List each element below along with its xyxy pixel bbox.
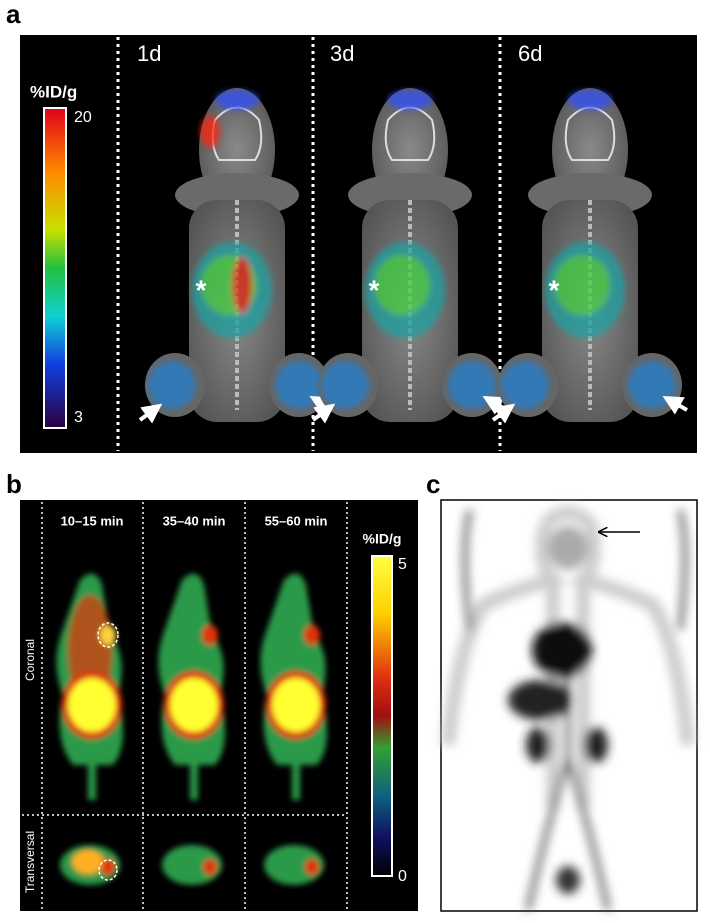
- time-label: 10–15 min: [61, 513, 124, 528]
- colorbar-title: %ID/g: [30, 82, 77, 101]
- pet-transversal: [60, 845, 120, 885]
- colorbar-title: %ID/g: [363, 531, 402, 547]
- kidney: [526, 727, 550, 763]
- slice: [162, 845, 222, 885]
- pet-blob: [321, 361, 369, 409]
- pet-blob: [148, 361, 196, 409]
- panel-label: b: [6, 469, 22, 499]
- colorbar: [371, 555, 393, 877]
- colorbar-min: 3: [74, 409, 83, 426]
- arrow: [138, 403, 163, 424]
- mouse-image: *: [491, 88, 688, 424]
- body-outline: [441, 505, 695, 810]
- pet-blob: [501, 361, 549, 409]
- asterisk: *: [549, 274, 560, 305]
- pet-transversal: [162, 845, 222, 885]
- pet-hotspot: [232, 257, 252, 313]
- roi: [98, 859, 118, 881]
- colorbar: [43, 107, 67, 429]
- pet-coronal: [158, 573, 225, 800]
- panel-label: a: [6, 0, 21, 29]
- time-label: 55–60 min: [265, 513, 328, 528]
- bladder: [68, 678, 116, 732]
- pet-blob: [568, 90, 612, 110]
- slice: [264, 845, 324, 885]
- pet-blob: [374, 255, 430, 315]
- tumor: [100, 625, 116, 645]
- asterisk: *: [369, 274, 380, 305]
- kidney: [584, 727, 608, 763]
- head: [548, 526, 588, 570]
- panel-label: c: [426, 469, 440, 499]
- panel-c: c: [426, 469, 698, 912]
- time-label: 3d: [330, 41, 354, 66]
- tumor: [202, 625, 218, 645]
- vessels: [462, 509, 688, 911]
- pet-signal: [148, 90, 323, 409]
- tumor: [203, 859, 217, 875]
- asterisk: *: [196, 274, 207, 305]
- liver: [508, 680, 572, 720]
- row-label: Transversal: [23, 831, 37, 893]
- tumor: [101, 859, 115, 875]
- arrow: [311, 403, 336, 424]
- panel-a: a %ID/g 20 3 * 1d * 3d * 6d: [6, 0, 697, 453]
- pet-transversal: [264, 845, 324, 885]
- mip-image: [441, 505, 695, 911]
- arrow: [662, 396, 688, 415]
- roi: [97, 622, 119, 648]
- pet-coronal: [260, 573, 327, 800]
- pet-hotspot: [200, 116, 220, 148]
- colorbar-min: 0: [398, 868, 407, 885]
- time-label: 6d: [518, 41, 542, 66]
- bladder: [556, 866, 580, 894]
- bladder: [170, 678, 218, 732]
- panel-b: b Coronal Transversal %ID/g 5 0 10–15 mi…: [6, 469, 418, 911]
- heart: [532, 622, 592, 678]
- arrow: [491, 403, 516, 424]
- pet-signal: [501, 90, 676, 409]
- pet-signal: [321, 90, 496, 409]
- pet-blob: [554, 255, 610, 315]
- time-label: 1d: [137, 41, 161, 66]
- uptake: [72, 850, 104, 874]
- pet-blob: [388, 90, 432, 110]
- pet-blob: [215, 90, 259, 110]
- mouse-image: *: [138, 88, 335, 424]
- mouse-image: *: [311, 88, 508, 424]
- colorbar-max: 20: [74, 109, 92, 126]
- tumor: [304, 625, 320, 645]
- bladder: [272, 678, 320, 732]
- tumor: [305, 859, 319, 875]
- colorbar-max: 5: [398, 556, 407, 573]
- row-label: Coronal: [23, 639, 37, 681]
- pet-coronal: [56, 573, 123, 800]
- time-label: 35–40 min: [163, 513, 226, 528]
